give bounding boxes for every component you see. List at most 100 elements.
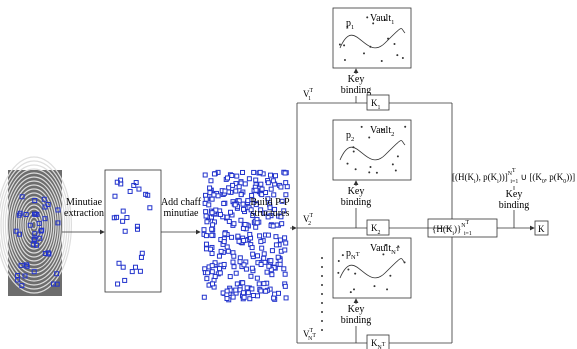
text-part: 2	[351, 136, 354, 143]
chaff-point	[227, 274, 233, 280]
text-part: , p(K	[545, 172, 564, 182]
minutia	[134, 226, 140, 232]
key-box	[534, 220, 549, 236]
vault-point	[337, 260, 340, 263]
chaff-point	[282, 283, 288, 289]
binding-label: Key	[506, 189, 523, 200]
vault-point	[349, 291, 352, 294]
rich-text: K	[538, 224, 545, 234]
chaff-point	[221, 201, 227, 207]
chaff-point	[229, 234, 235, 240]
text-part: K	[538, 224, 545, 234]
text-part: ))]	[566, 172, 575, 182]
minutia	[32, 198, 38, 204]
vault-point	[401, 56, 404, 59]
vault-point	[346, 162, 349, 165]
vault-point	[373, 285, 376, 288]
chaff-point	[253, 224, 259, 230]
chaff-point	[268, 186, 274, 192]
chaff-point	[282, 170, 288, 176]
rich-text: K1	[371, 98, 381, 111]
chaff-point	[230, 182, 236, 188]
rich-text: Vault2	[370, 125, 394, 138]
text-part: ))]	[499, 172, 508, 182]
chaff-point	[253, 177, 259, 183]
text-part: i=1	[464, 231, 472, 237]
vault-point	[387, 37, 390, 40]
minutia	[36, 220, 42, 226]
vault-point	[393, 43, 396, 46]
vault-point	[347, 268, 350, 271]
vault-point	[383, 18, 386, 21]
minutia	[116, 260, 122, 266]
chaff-point	[262, 210, 268, 216]
chaff-point	[242, 221, 248, 227]
chaff-point	[224, 244, 230, 250]
binding-label: binding	[341, 85, 372, 96]
chaff-point	[201, 294, 207, 300]
minutia	[127, 188, 133, 194]
minutia	[122, 277, 128, 283]
chaff-point	[267, 172, 273, 178]
minutia	[55, 220, 61, 226]
vault-point	[391, 163, 394, 166]
text-part: T	[466, 220, 470, 226]
chaff-point	[241, 262, 247, 268]
ridge	[15, 192, 53, 258]
chaff-point	[211, 192, 217, 198]
chaff-point	[244, 285, 250, 291]
chaff-point	[202, 172, 208, 178]
chaff-point	[237, 287, 243, 293]
text-part: p	[346, 248, 351, 259]
vault-point	[403, 261, 406, 264]
chaff-point	[265, 232, 271, 238]
vault-point	[389, 274, 392, 277]
text-part: 0	[563, 179, 566, 185]
text-part: ∪ [(K	[518, 172, 542, 182]
chaff-point	[278, 184, 284, 190]
text-part: T	[310, 88, 314, 94]
chaff-point	[204, 219, 210, 225]
text-part: V	[303, 214, 310, 224]
minutia	[22, 273, 28, 279]
vault-point	[346, 25, 349, 28]
chaff-point	[256, 281, 262, 287]
vault-point	[352, 288, 355, 291]
chaff-point	[211, 171, 217, 177]
ellipsis-dot	[321, 275, 323, 277]
minutia	[132, 264, 138, 270]
rich-text: [(H(Ki), p(Ki))]NT i=1 ∪ [(K0, p(K0))]	[452, 168, 575, 185]
chaff-point	[217, 266, 223, 272]
vault-point	[362, 52, 365, 55]
chaff-point	[208, 178, 214, 184]
minutia	[139, 250, 145, 256]
chaff-point	[212, 260, 218, 266]
vault-point	[369, 165, 372, 168]
minutia	[30, 241, 36, 247]
binding-label: Key	[348, 304, 365, 315]
minutia	[120, 264, 126, 270]
chaff-point	[249, 286, 255, 292]
ellipsis-dot	[321, 284, 323, 286]
chaff-point	[272, 206, 278, 212]
minutia	[32, 231, 38, 237]
chaff-point	[258, 288, 264, 294]
chaff-point	[224, 296, 230, 302]
minutia	[45, 202, 51, 208]
chaff-point	[237, 259, 243, 265]
chaff-point	[221, 261, 227, 267]
ellipsis-dot	[321, 257, 323, 259]
text-part: i	[474, 179, 476, 185]
minutia	[41, 196, 47, 202]
minutia	[42, 250, 48, 256]
chaff-point	[282, 235, 288, 241]
chaff-point	[209, 210, 215, 216]
chaff-point	[209, 251, 215, 257]
chaff-point	[203, 213, 209, 219]
chaff-point	[265, 196, 271, 202]
chaff-point	[207, 190, 213, 196]
chaff-point	[270, 223, 276, 229]
chaff-point	[264, 269, 270, 275]
chaff-point	[245, 290, 251, 296]
minutia	[112, 193, 118, 199]
